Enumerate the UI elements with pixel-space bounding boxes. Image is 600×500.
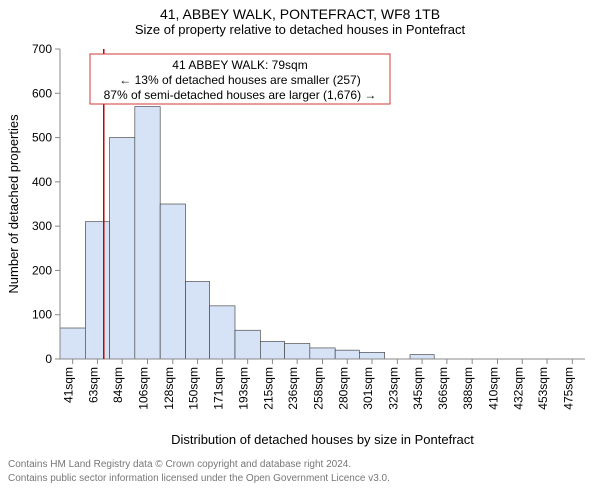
footer-line-2: Contains public sector information licen… (8, 472, 592, 486)
svg-text:432sqm: 432sqm (511, 367, 525, 410)
histogram-chart: 0 100 200 300 400 500 600 700 41sqm 63sqm 84sqm 106… (0, 39, 600, 454)
page-subtitle: Size of property relative to detached ho… (0, 22, 600, 39)
svg-text:0: 0 (45, 352, 52, 366)
svg-text:301sqm: 301sqm (361, 367, 375, 410)
svg-text:87% of semi-detached houses ar: 87% of semi-detached houses are larger (… (104, 88, 377, 102)
svg-text:41 ABBEY WALK: 79sqm: 41 ABBEY WALK: 79sqm (172, 58, 307, 72)
svg-text:100: 100 (32, 308, 52, 322)
svg-text:← 13% of detached houses are s: ← 13% of detached houses are smaller (25… (119, 73, 360, 87)
svg-text:84sqm: 84sqm (111, 367, 125, 403)
svg-text:453sqm: 453sqm (536, 367, 550, 410)
svg-text:500: 500 (32, 131, 52, 145)
svg-text:215sqm: 215sqm (261, 367, 275, 410)
svg-text:600: 600 (32, 86, 52, 100)
footer-attribution: Contains HM Land Registry data © Crown c… (0, 454, 600, 493)
svg-text:193sqm: 193sqm (237, 367, 251, 410)
svg-text:345sqm: 345sqm (411, 367, 425, 410)
footer-line-1: Contains HM Land Registry data © Crown c… (8, 458, 592, 472)
svg-text:700: 700 (32, 42, 52, 56)
svg-text:300: 300 (32, 219, 52, 233)
svg-text:475sqm: 475sqm (561, 367, 575, 410)
svg-text:Distribution of detached house: Distribution of detached houses by size … (171, 432, 474, 447)
svg-text:200: 200 (32, 263, 52, 277)
svg-text:280sqm: 280sqm (336, 367, 350, 410)
svg-text:388sqm: 388sqm (461, 367, 475, 410)
svg-text:41sqm: 41sqm (62, 367, 76, 403)
svg-text:128sqm: 128sqm (162, 367, 176, 410)
svg-text:366sqm: 366sqm (436, 367, 450, 410)
svg-text:400: 400 (32, 175, 52, 189)
svg-text:171sqm: 171sqm (211, 367, 225, 410)
svg-text:150sqm: 150sqm (187, 367, 201, 410)
svg-text:63sqm: 63sqm (86, 367, 100, 403)
svg-text:323sqm: 323sqm (386, 367, 400, 410)
svg-text:410sqm: 410sqm (487, 367, 501, 410)
svg-text:Number of detached properties: Number of detached properties (6, 114, 21, 294)
page-title: 41, ABBEY WALK, PONTEFRACT, WF8 1TB (0, 0, 600, 22)
svg-text:236sqm: 236sqm (286, 367, 300, 410)
chart-container: 41, ABBEY WALK, PONTEFRACT, WF8 1TB Size… (0, 0, 600, 493)
svg-text:258sqm: 258sqm (312, 367, 326, 410)
svg-text:106sqm: 106sqm (137, 367, 151, 410)
